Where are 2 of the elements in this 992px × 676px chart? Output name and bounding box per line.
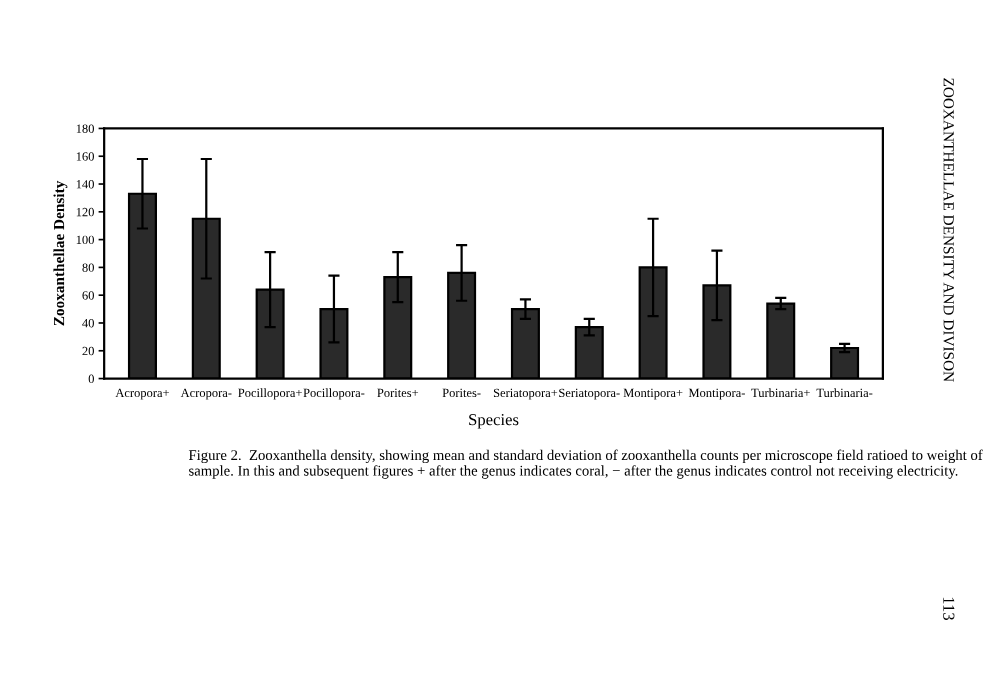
text: 113 bbox=[943, 597, 955, 620]
x-axis-title: Species bbox=[469, 414, 519, 429]
